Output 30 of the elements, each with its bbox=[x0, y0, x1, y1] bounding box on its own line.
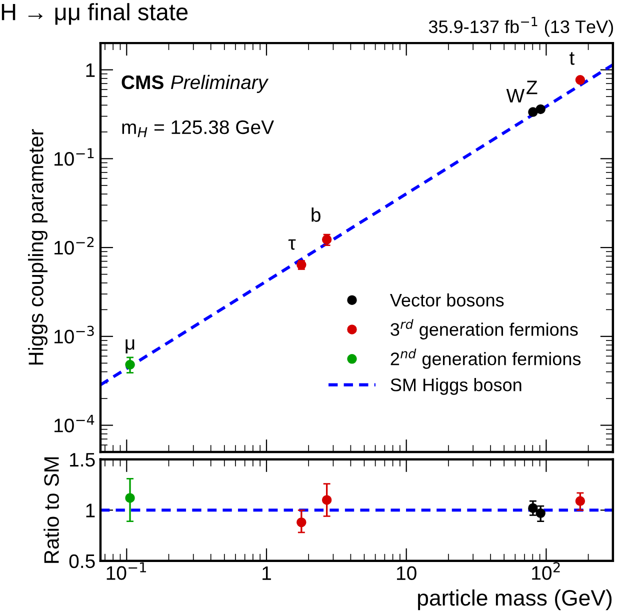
annotation: t bbox=[570, 52, 574, 65]
annotation: CMS bbox=[122, 75, 164, 90]
annotation: τ bbox=[288, 239, 296, 250]
legend-label: SM Higgs boson bbox=[390, 378, 522, 395]
y-tick-label: 0.5 bbox=[69, 554, 95, 568]
annotation: μ bbox=[126, 339, 134, 354]
annotation: Z bbox=[526, 80, 538, 94]
annotation: Preliminary bbox=[170, 74, 269, 94]
y-axis-title: Higgs coupling parameter bbox=[28, 129, 48, 365]
annotation: b bbox=[312, 208, 320, 222]
x-tick-label: 1 bbox=[262, 566, 271, 580]
y-axis-title: Ratio to SM bbox=[44, 457, 59, 563]
y-tick-label: 1 bbox=[86, 63, 95, 77]
legend-label: 2$^{nd}$ generation fermions bbox=[390, 348, 581, 369]
y-tick-label: 10$^{−2}$ bbox=[54, 236, 94, 255]
x-tick-label: 10 bbox=[397, 566, 416, 580]
x-axis-title: particle mass (GeV) bbox=[418, 589, 612, 610]
chart-title: H → μμ final state bbox=[2, 3, 188, 25]
x-tick-label: 10$^{2}$ bbox=[532, 562, 560, 580]
y-tick-label: 10$^{−4}$ bbox=[54, 414, 94, 432]
chart-subtitle: 35.9-137 fb$^{−1}$ (13 TeV) bbox=[428, 16, 613, 37]
x-tick-label: 10$^{−1}$ bbox=[106, 562, 146, 580]
legend-label: Vector bosons bbox=[390, 293, 504, 307]
annotation: W bbox=[506, 89, 525, 102]
y-tick-label: 10$^{−3}$ bbox=[54, 326, 94, 344]
legend-label: 3$^{rd}$ generation fermions bbox=[390, 319, 578, 340]
annotation: m$_{H}$ = 125.38 GeV bbox=[122, 120, 274, 138]
y-tick-label: 1 bbox=[86, 504, 95, 518]
y-tick-label: 10$^{−1}$ bbox=[54, 148, 94, 166]
y-tick-label: 1.5 bbox=[70, 453, 95, 467]
